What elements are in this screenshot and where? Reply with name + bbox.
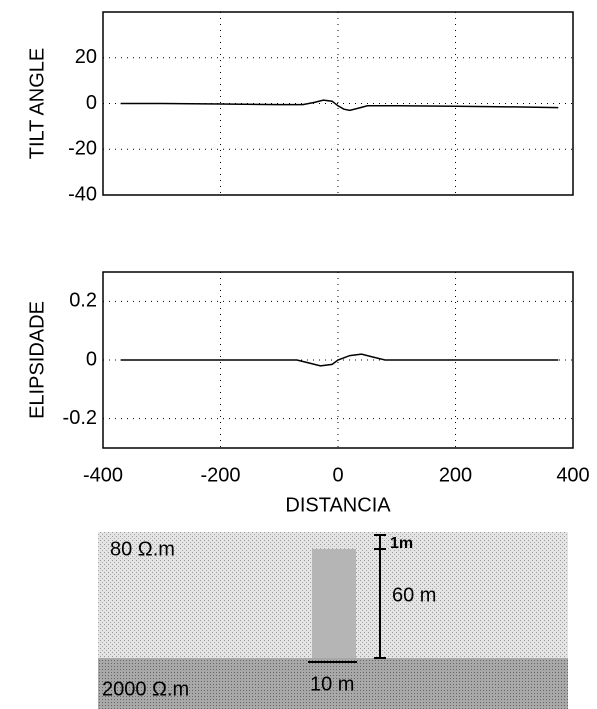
y-tick-label: -0.2: [63, 407, 97, 429]
upper-layer-label: 80 Ω.m: [110, 538, 175, 560]
x-axis-label: DISTANCIA: [285, 494, 391, 516]
y-axis-label: TILT ANGLE: [26, 48, 48, 160]
depth-label: 1m: [390, 535, 413, 552]
y-axis-label: ELIPSIDADE: [26, 301, 48, 419]
diagram: 80 Ω.m 2000 Ω.m 1m 60 m 10 m: [98, 532, 568, 709]
y-tick-label: 20: [75, 46, 97, 68]
x-tick-label: -200: [200, 464, 240, 486]
y-tick-label: 0.2: [69, 290, 97, 312]
x-tick-label: 200: [439, 464, 472, 486]
data-line: [120, 99, 559, 112]
lower-layer: [98, 658, 568, 709]
width-label: 10 m: [310, 673, 354, 695]
conductor-block: [312, 549, 356, 658]
y-tick-label: -20: [68, 138, 97, 160]
y-tick-label: 0: [86, 92, 97, 114]
data-line: [120, 353, 559, 367]
x-tick-label: 0: [332, 464, 343, 486]
height-label: 60 m: [392, 584, 436, 606]
y-tick-label: 0: [86, 348, 97, 370]
x-tick-label: 400: [556, 464, 589, 486]
lower-layer-label: 2000 Ω.m: [102, 678, 189, 700]
y-tick-label: -40: [68, 183, 97, 205]
x-tick-label: -400: [83, 464, 123, 486]
